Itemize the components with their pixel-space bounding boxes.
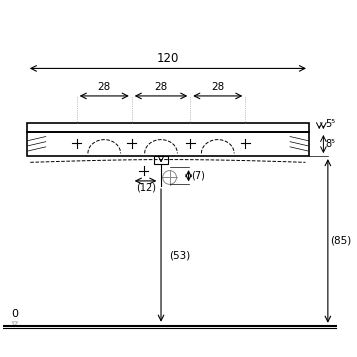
Text: (85): (85) [331, 236, 352, 246]
Bar [155, 156, 167, 164]
Text: (53): (53) [170, 251, 191, 261]
Bar [27, 124, 309, 132]
Text: (7): (7) [191, 171, 205, 181]
Text: 28: 28 [97, 82, 111, 92]
Text: (12): (12) [137, 183, 157, 193]
Text: 120: 120 [157, 52, 179, 65]
Text: 28: 28 [211, 82, 225, 92]
Text: 5⁵: 5⁵ [325, 119, 335, 129]
Text: 8⁵: 8⁵ [325, 139, 335, 149]
Bar [27, 132, 309, 156]
Text: 28: 28 [154, 82, 168, 92]
Text: 0: 0 [11, 309, 18, 319]
